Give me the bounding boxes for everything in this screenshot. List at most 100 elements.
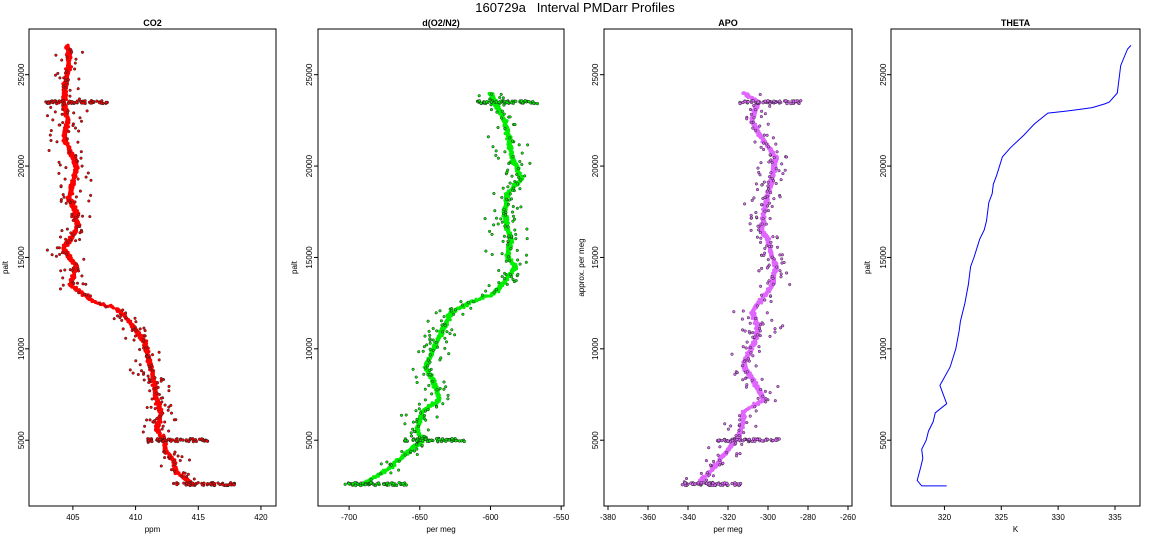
data-point <box>759 203 764 207</box>
data-point <box>422 372 426 376</box>
data-point <box>426 364 430 368</box>
data-point <box>89 193 93 197</box>
data-point <box>145 345 149 349</box>
data-point <box>77 291 81 295</box>
data-point <box>779 275 783 279</box>
data-point <box>514 237 518 241</box>
data-point <box>82 257 86 261</box>
data-point <box>511 219 515 223</box>
data-point <box>690 482 695 486</box>
data-point <box>734 441 738 445</box>
data-point <box>77 269 81 273</box>
data-point <box>400 449 404 454</box>
data-point <box>205 439 209 443</box>
data-point <box>73 61 77 65</box>
data-point <box>426 319 430 323</box>
data-point <box>137 336 141 340</box>
data-point <box>494 216 499 220</box>
data-point <box>169 439 173 443</box>
data-point <box>516 272 520 276</box>
data-point <box>516 258 520 262</box>
data-point <box>150 439 154 444</box>
data-point <box>66 241 70 245</box>
data-point <box>417 407 421 411</box>
data-point <box>446 397 450 401</box>
y-tick-label: 5000 <box>591 431 600 449</box>
data-point <box>789 101 793 106</box>
data-point <box>485 100 489 104</box>
data-point <box>768 153 772 157</box>
data-point <box>718 463 722 467</box>
data-point <box>47 148 51 153</box>
data-point <box>414 439 419 443</box>
data-point <box>756 100 760 104</box>
data-point <box>776 384 780 389</box>
data-point <box>763 195 767 199</box>
data-point <box>64 201 68 205</box>
data-point <box>730 481 734 486</box>
data-point <box>72 233 76 237</box>
x-tick-label: -600 <box>482 513 499 522</box>
y-tick-label: 10000 <box>17 337 26 360</box>
data-point <box>157 392 161 397</box>
data-point <box>133 316 137 320</box>
data-point <box>511 214 516 218</box>
data-point <box>765 437 770 442</box>
data-point <box>743 329 747 333</box>
data-point <box>86 171 90 175</box>
data-point <box>159 464 163 468</box>
data-point <box>153 376 157 380</box>
data-point <box>200 437 204 441</box>
data-point <box>492 223 496 227</box>
data-point <box>785 271 789 275</box>
data-point <box>232 483 236 487</box>
data-point <box>760 439 764 443</box>
data-point <box>65 253 69 257</box>
data-point <box>153 407 157 411</box>
data-point <box>704 459 708 463</box>
data-point <box>428 341 432 345</box>
data-point <box>767 160 771 164</box>
data-point <box>500 109 504 113</box>
y-tick-label: 10000 <box>879 337 888 360</box>
plot-frame <box>890 28 1141 507</box>
data-point <box>389 471 393 475</box>
data-point <box>389 463 393 467</box>
data-point <box>163 456 167 460</box>
data-point <box>66 44 70 48</box>
data-point <box>780 162 784 166</box>
data-point <box>180 474 184 479</box>
data-point <box>53 110 57 114</box>
data-point <box>134 328 138 332</box>
data-point <box>717 438 721 442</box>
data-point <box>176 454 180 458</box>
data-point <box>148 389 152 393</box>
data-point <box>742 91 746 95</box>
data-point <box>518 159 522 164</box>
data-point <box>228 482 232 487</box>
data-point <box>774 142 778 146</box>
data-point <box>424 418 428 422</box>
data-point <box>448 332 452 336</box>
data-point <box>70 50 74 54</box>
data-point <box>142 333 146 337</box>
data-point <box>74 215 78 220</box>
data-point <box>423 437 428 441</box>
data-point <box>758 437 762 441</box>
data-point <box>98 301 102 305</box>
data-point <box>435 405 439 409</box>
data-point <box>713 483 717 487</box>
panel-title: THETA <box>1001 18 1031 28</box>
data-point <box>79 150 83 154</box>
data-point <box>760 266 764 270</box>
data-point <box>70 99 74 104</box>
data-point <box>755 188 760 192</box>
data-point <box>725 481 729 485</box>
data-point <box>191 481 195 485</box>
data-point <box>490 252 494 257</box>
data-point <box>446 393 450 397</box>
data-point <box>768 391 772 395</box>
data-point <box>758 92 762 97</box>
x-tick-label: -380 <box>600 513 617 522</box>
